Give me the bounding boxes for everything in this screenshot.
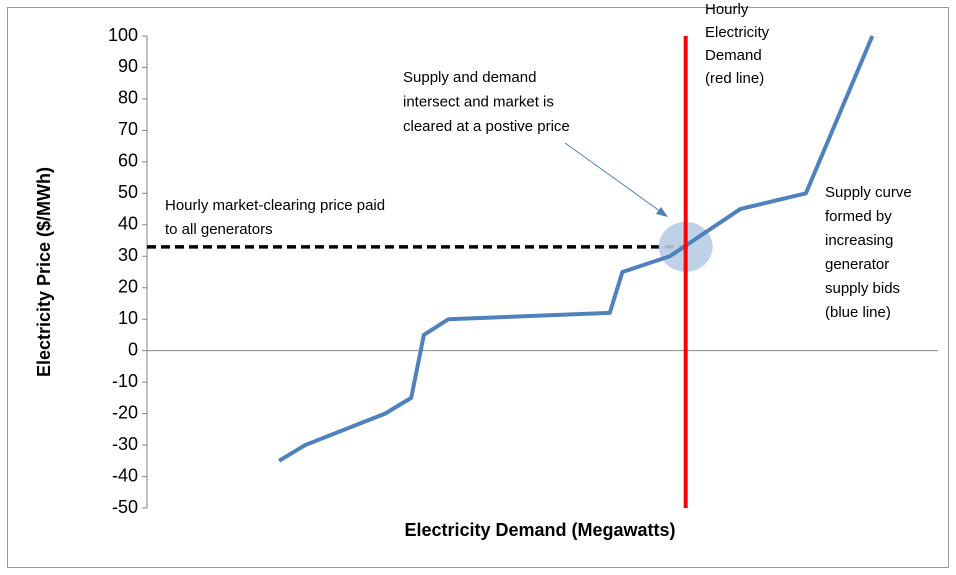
y-tick-label: 100 (108, 25, 138, 45)
annotation: intersect and market is (403, 93, 554, 110)
annotation: Electricity (705, 24, 770, 41)
y-tick-label: -40 (112, 465, 138, 485)
annotation: cleared at a postive price (403, 118, 570, 135)
annotation: Supply curve (825, 184, 912, 201)
annotation: (red line) (705, 70, 764, 87)
y-tick-label: 40 (118, 214, 138, 234)
y-tick-label: 90 (118, 56, 138, 76)
y-tick-label: 80 (118, 88, 138, 108)
y-tick-label: 20 (118, 276, 138, 296)
y-axis-title: Electricity Price ($/MWh) (34, 167, 54, 377)
x-axis-title: Electricity Demand (Megawatts) (404, 520, 675, 540)
y-tick-label: -10 (112, 371, 138, 391)
annotation: Hourly market-clearing price paid (165, 197, 385, 214)
y-tick-label: -50 (112, 497, 138, 517)
annotation: Supply and demand (403, 69, 536, 86)
chart-border (7, 7, 949, 568)
y-tick-label: -30 (112, 434, 138, 454)
y-tick-label: -20 (112, 402, 138, 422)
annotation: supply bids (825, 280, 900, 297)
y-tick-label: 50 (118, 182, 138, 202)
annotation: to all generators (165, 221, 273, 238)
y-tick-label: 70 (118, 119, 138, 139)
annotation: formed by (825, 208, 892, 225)
annotation: increasing (825, 232, 893, 249)
annotation-arrow (564, 142, 665, 215)
supply-curve (278, 35, 875, 463)
annotation: generator (825, 256, 889, 273)
y-tick-label: 10 (118, 308, 138, 328)
arrow-head (656, 207, 668, 217)
y-tick-label: 60 (118, 151, 138, 171)
y-tick-label: 0 (128, 339, 138, 359)
annotation: Demand (705, 47, 762, 64)
annotation: (blue line) (825, 304, 891, 321)
y-tick-label: 30 (118, 245, 138, 265)
annotation: Hourly (705, 1, 749, 18)
